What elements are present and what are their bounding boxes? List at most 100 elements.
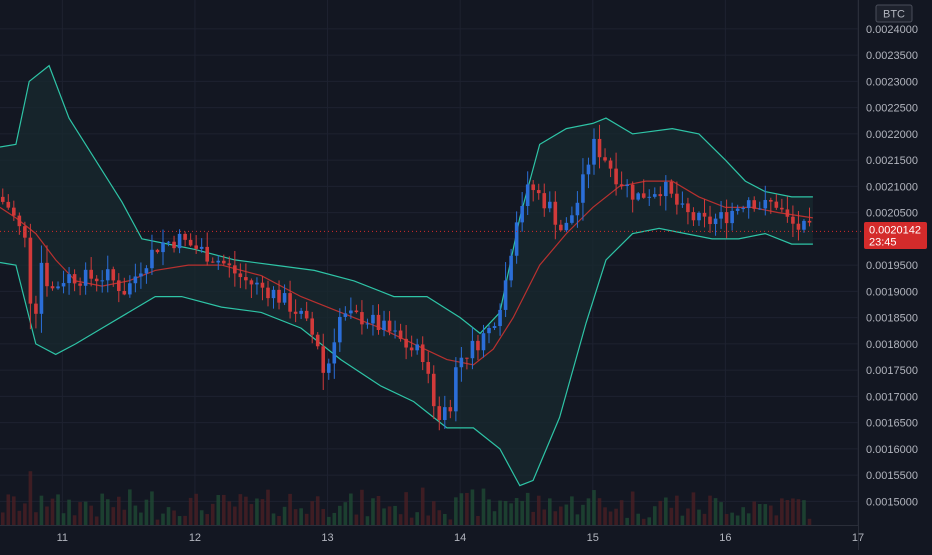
candle-body <box>172 241 176 249</box>
currency-badge-label: BTC <box>883 9 905 21</box>
price-tick-label: 0.0017500 <box>866 365 918 377</box>
volume-bar <box>371 498 375 525</box>
candle-body <box>332 342 337 364</box>
candle-body <box>774 201 779 208</box>
volume-bar <box>465 492 469 525</box>
candle-body <box>708 216 712 225</box>
volume-bar <box>188 497 193 525</box>
volume-bar <box>741 507 745 525</box>
volume-bar <box>393 505 397 525</box>
candle-body <box>487 328 491 334</box>
candle-body <box>105 269 110 281</box>
candle-body <box>78 283 82 286</box>
volume-bar <box>0 512 5 525</box>
volume-bar <box>586 498 591 525</box>
volume-bar <box>349 493 353 525</box>
candle-body <box>45 262 49 287</box>
candle-body <box>255 282 259 285</box>
time-axis[interactable]: 11 12 13 14 15 16 17 <box>0 525 864 545</box>
candle-body <box>260 282 265 288</box>
volume-bar <box>56 494 60 525</box>
volume-bar <box>183 515 187 525</box>
candle-body <box>139 273 143 277</box>
volume-bar <box>708 495 712 525</box>
volume-bar <box>791 498 795 525</box>
volume-bar <box>133 505 138 525</box>
candle-body <box>409 347 414 351</box>
volume-bar <box>780 498 784 525</box>
volume-bar <box>216 495 221 525</box>
volume-bar <box>161 513 165 525</box>
volume-bar <box>67 499 71 525</box>
volume-bar <box>542 509 547 525</box>
candle-body <box>575 202 580 216</box>
candle-body <box>0 196 5 202</box>
volume-bar <box>282 506 287 525</box>
last-price-label: 0.0020142 23:45 <box>864 222 927 249</box>
candle-body <box>437 406 442 421</box>
volume-bar <box>221 494 226 525</box>
volume-bar <box>426 515 431 525</box>
volume-bar <box>94 516 99 525</box>
volume-bar <box>509 503 513 525</box>
volume-bar <box>304 513 309 525</box>
currency-badge[interactable]: BTC <box>875 4 913 23</box>
price-tick-label: 0.0016000 <box>866 444 918 456</box>
volume-bar <box>686 508 690 525</box>
volume-bar <box>547 498 552 525</box>
volume-bar <box>116 496 121 525</box>
candle-body <box>664 181 668 197</box>
bollinger-fill <box>0 65 813 486</box>
candle-body <box>553 201 558 225</box>
volume-bar <box>636 513 640 525</box>
candle-body <box>581 174 585 203</box>
volume-bar <box>536 495 541 525</box>
volume-bar <box>641 518 646 525</box>
volume-bar <box>177 516 182 525</box>
candle-body <box>592 138 596 165</box>
volume-bar <box>520 500 524 525</box>
volume-bar <box>807 518 812 525</box>
candle-body <box>177 233 182 249</box>
candle-body <box>586 164 591 175</box>
candle-body <box>393 330 397 332</box>
candle-body <box>669 181 674 194</box>
candle-body <box>658 194 663 197</box>
price-tick-label: 0.0020500 <box>866 208 918 220</box>
volume-bar <box>398 514 403 525</box>
volume-bar <box>382 508 386 525</box>
candle-body <box>404 338 408 348</box>
volume-bar <box>255 498 259 525</box>
candle-body <box>719 212 723 219</box>
candle-body <box>802 220 806 230</box>
candle-body <box>570 215 574 223</box>
volume-bar <box>431 501 436 525</box>
candle-body <box>675 193 679 205</box>
last-price-value: 0.0020142 <box>869 225 921 237</box>
volume-bar <box>227 501 232 525</box>
volume-bar <box>503 500 508 525</box>
volume-bar <box>763 504 768 525</box>
candle-body <box>39 262 44 314</box>
volume-bar <box>360 489 364 525</box>
volume-bar <box>409 517 414 525</box>
volume-bar <box>315 496 320 525</box>
candle-body <box>271 289 276 299</box>
candle-body <box>387 320 392 332</box>
volume-bar <box>244 496 248 525</box>
candle-body <box>144 268 149 274</box>
candle-body <box>216 260 221 263</box>
volume-bar <box>437 510 442 525</box>
candle-body <box>713 218 718 225</box>
volume-bar <box>122 509 127 525</box>
candle-body <box>382 320 386 331</box>
price-tick-label: 0.0019500 <box>866 260 918 272</box>
candle-body <box>697 212 701 221</box>
volume-bar <box>785 500 790 525</box>
candle-body <box>746 200 751 209</box>
volume-bar <box>89 505 93 525</box>
candle-body <box>227 263 232 266</box>
candle-body <box>680 203 685 205</box>
